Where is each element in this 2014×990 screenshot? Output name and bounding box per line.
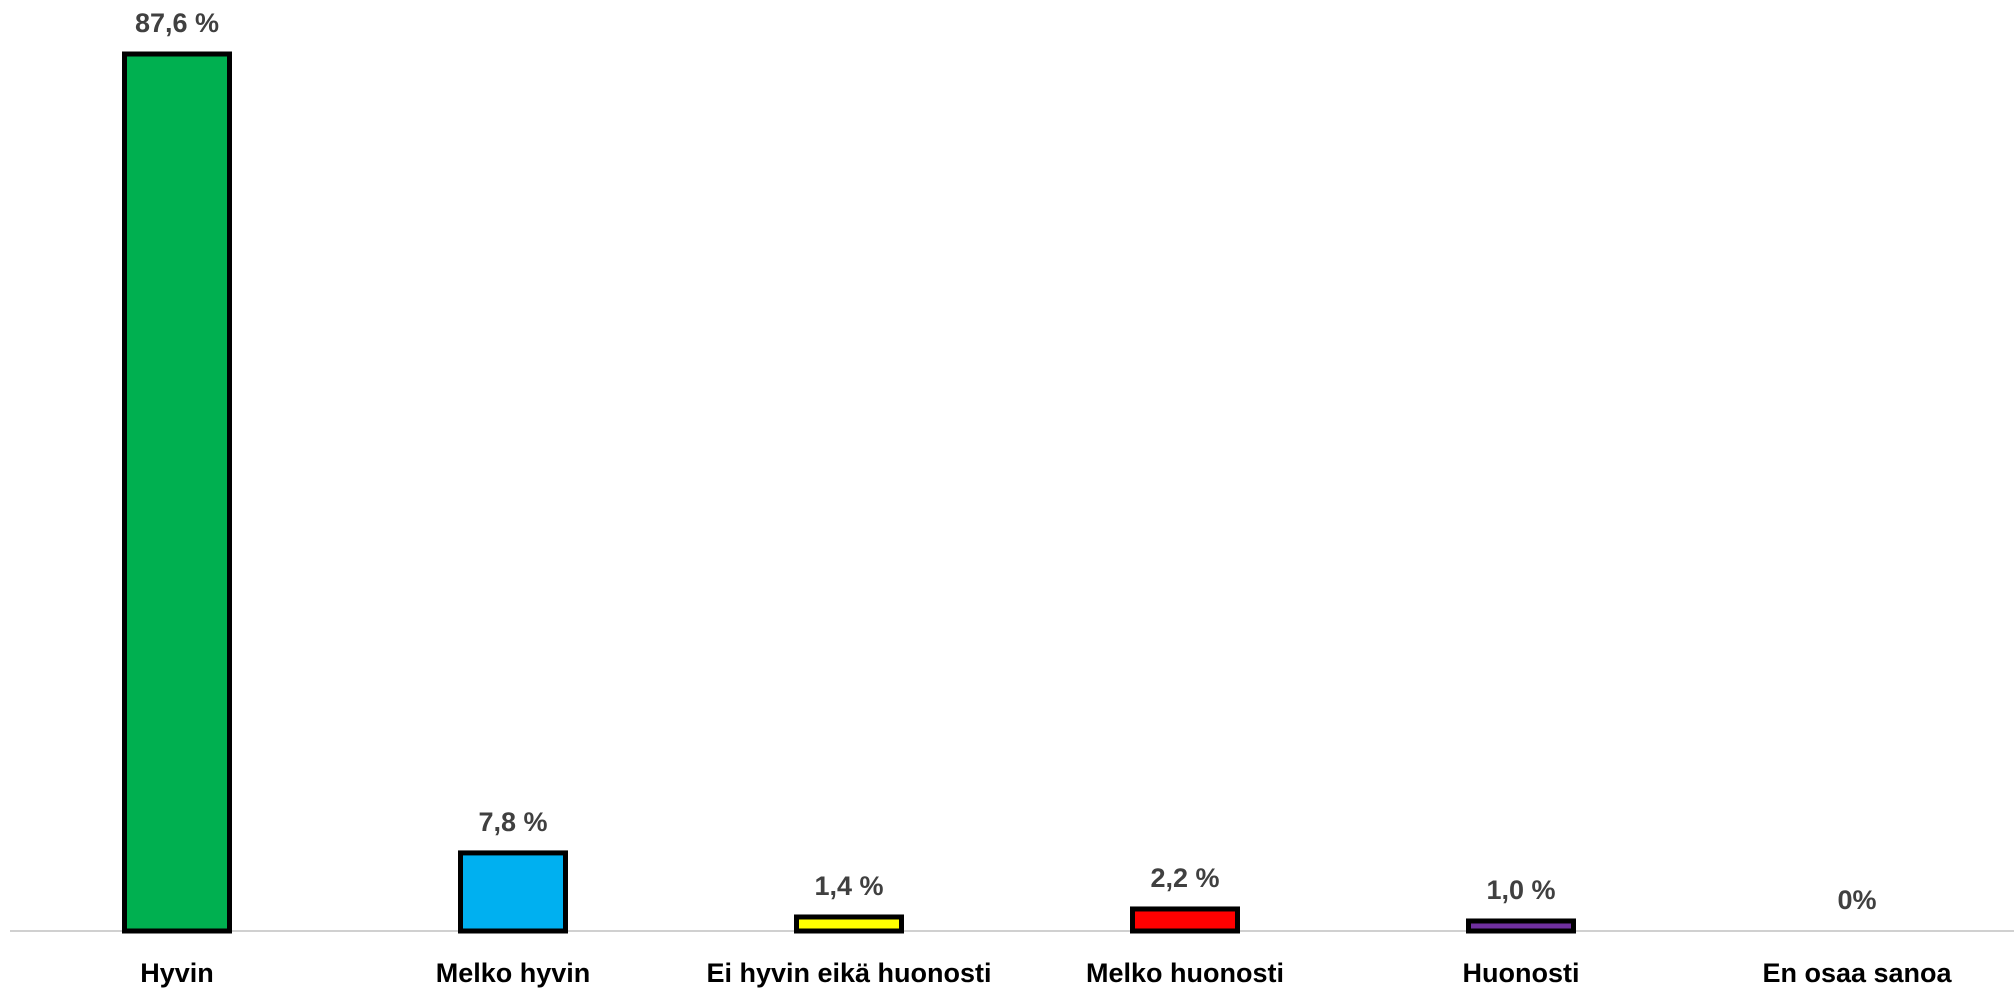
data-label-5: 0%: [1837, 885, 1876, 915]
bars-group: [122, 51, 1576, 934]
category-label-4: Huonosti: [1463, 958, 1580, 988]
category-label-2: Ei hyvin eikä huonosti: [706, 958, 991, 988]
category-label-1: Melko hyvin: [436, 958, 591, 988]
bar-4: [1466, 918, 1576, 934]
data-label-4: 1,0 %: [1486, 875, 1555, 905]
data-labels-group: 87,6 % 7,8 % 1,4 % 2,2 % 1,0 % 0%: [135, 8, 1877, 915]
data-label-0: 87,6 %: [135, 8, 219, 38]
bar-3: [1130, 906, 1240, 934]
data-label-2: 1,4 %: [814, 871, 883, 901]
data-label-1: 7,8 %: [478, 807, 547, 837]
bar-1: [458, 850, 568, 934]
category-labels-group: Hyvin Melko hyvin Ei hyvin eikä huonosti Me…: [140, 958, 1952, 988]
category-label-5: En osaa sanoa: [1762, 958, 1952, 988]
bar-2: [794, 914, 904, 934]
bar-0: [122, 51, 232, 934]
data-label-3: 2,2 %: [1150, 863, 1219, 893]
category-label-0: Hyvin: [140, 958, 214, 988]
category-label-3: Melko huonosti: [1086, 958, 1284, 988]
